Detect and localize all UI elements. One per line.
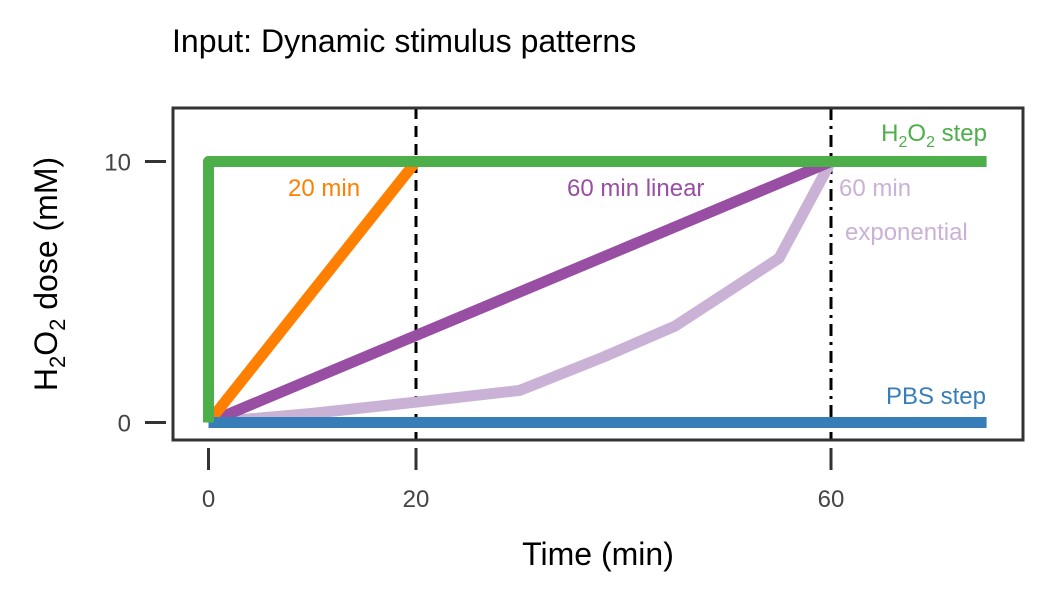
chart-title: Input: Dynamic stimulus patterns [172, 23, 636, 59]
label-h2o2-step-sub1: 2 [898, 134, 907, 151]
label-h2o2-step-rest: step [935, 120, 987, 147]
label-60-min-linear: 60 min linear [567, 175, 704, 202]
series-line-h2o2-step [203, 156, 987, 423]
ticks: 0 20 60 0 10 [104, 150, 844, 514]
x-axis-title: Time (min) [522, 536, 674, 572]
series-line-ramp-20 [204, 158, 421, 426]
y-axis-title-rest: dose (mM) [28, 157, 64, 319]
label-60-min-exp-2: exponential [845, 219, 968, 246]
series-line-ramp-60-exp [208, 158, 836, 428]
label-h2o2-step: H2O2 step [881, 120, 987, 151]
label-h2o2-step-sub2: 2 [926, 134, 935, 151]
y-axis-title-sub2: 2 [45, 319, 70, 331]
series-group [203, 156, 987, 428]
plot-frame [171, 106, 1025, 442]
y-tick-label-10: 10 [104, 150, 131, 177]
x-tick-label-60: 60 [818, 486, 845, 513]
y-axis-title: H2O2 dose (mM) [28, 157, 70, 391]
y-axis-title-h: H [28, 368, 64, 391]
series-line-ramp-60-linear [206, 156, 834, 428]
y-axis-title-o: O [28, 331, 64, 356]
y-tick-label-0: 0 [118, 411, 131, 438]
y-axis-title-sub1: 2 [45, 356, 70, 368]
label-pbs-step: PBS step [886, 383, 986, 410]
label-h2o2-step-o: O [907, 120, 926, 147]
x-tick-label-20: 20 [403, 486, 430, 513]
label-h2o2-step-h: H [881, 120, 898, 147]
label-20-min: 20 min [288, 175, 360, 202]
x-tick-label-0: 0 [202, 486, 215, 513]
label-60-min-exp-1: 60 min [839, 175, 911, 202]
